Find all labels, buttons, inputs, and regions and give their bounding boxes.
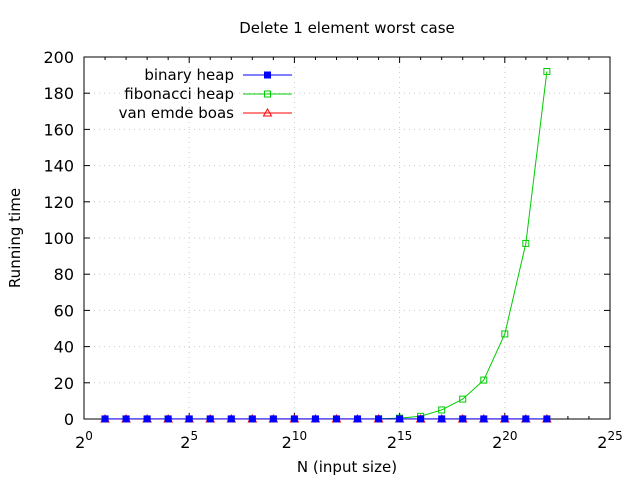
data-point (164, 415, 172, 423)
x-tick-label: 210 (282, 429, 307, 452)
legend-label: binary heap (144, 66, 234, 84)
grid (84, 57, 610, 419)
x-tick-base: 2 (387, 433, 397, 452)
legend-marker (264, 71, 271, 79)
x-tick-base: 2 (180, 433, 190, 452)
legend-entry: van emde boas (119, 104, 292, 122)
data-point (396, 415, 404, 423)
data-point (227, 415, 235, 423)
y-axis-label: Running time (6, 188, 24, 288)
legend-marker (262, 107, 273, 117)
data-point (459, 415, 467, 423)
data-point (332, 415, 340, 423)
x-tick-exponent: 5 (190, 429, 198, 443)
data-point (480, 376, 488, 384)
data-point (248, 415, 256, 423)
data-point (354, 415, 362, 423)
data-point (143, 415, 151, 423)
data-point (311, 415, 319, 423)
data-point (522, 239, 530, 247)
x-tick-exponent: 20 (502, 429, 517, 443)
data-point (522, 415, 530, 423)
x-tick-label: 215 (387, 429, 412, 452)
y-tick-label: 160 (43, 120, 74, 139)
data-point (459, 395, 467, 403)
data-point (122, 415, 130, 423)
y-tick-label: 20 (54, 374, 74, 393)
x-axis-label: N (input size) (297, 458, 397, 476)
x-tick-base: 2 (597, 433, 607, 452)
data-point (438, 415, 446, 423)
data-point (290, 415, 298, 423)
x-tick-base: 2 (282, 433, 292, 452)
data-point (101, 415, 109, 423)
y-tick-label: 80 (54, 265, 74, 284)
legend-label: van emde boas (119, 104, 235, 122)
data-point (185, 415, 193, 423)
y-tick-label: 200 (43, 48, 74, 67)
y-tick-label: 100 (43, 229, 74, 248)
series-line (105, 71, 548, 420)
y-tick-label: 140 (43, 157, 74, 176)
chart-title: Delete 1 element worst case (239, 19, 455, 37)
y-tick-label: 120 (43, 193, 74, 212)
y-tick-label: 180 (43, 84, 74, 103)
data-point (501, 415, 509, 423)
data-point (206, 415, 214, 423)
data-point (501, 330, 509, 338)
data-point (269, 415, 277, 423)
x-tick-exponent: 0 (85, 429, 93, 443)
x-tick-base: 2 (75, 433, 85, 452)
data-point (543, 415, 551, 423)
x-tick-label: 25 (180, 429, 198, 452)
x-tick-label: 20 (75, 429, 93, 452)
x-tick-label: 220 (492, 429, 517, 452)
data-point (543, 67, 551, 75)
y-tick-label: 40 (54, 338, 74, 357)
legend-entry: binary heap (144, 66, 292, 84)
data-point (438, 406, 446, 414)
x-tick-exponent: 25 (607, 429, 622, 443)
x-tick-base: 2 (492, 433, 502, 452)
x-tick-exponent: 10 (292, 429, 307, 443)
series-layer (100, 67, 552, 423)
data-point (417, 415, 425, 423)
legend-label: fibonacci heap (124, 85, 234, 103)
data-point (375, 415, 383, 423)
legend-marker (264, 90, 271, 98)
x-tick-exponent: 15 (397, 429, 412, 443)
series-binary-heap (101, 415, 551, 423)
data-point (480, 415, 488, 423)
y-tick-label: 0 (64, 410, 74, 429)
x-tick-label: 225 (597, 429, 622, 452)
y-tick-label: 60 (54, 301, 74, 320)
legend-entry: fibonacci heap (124, 85, 292, 103)
